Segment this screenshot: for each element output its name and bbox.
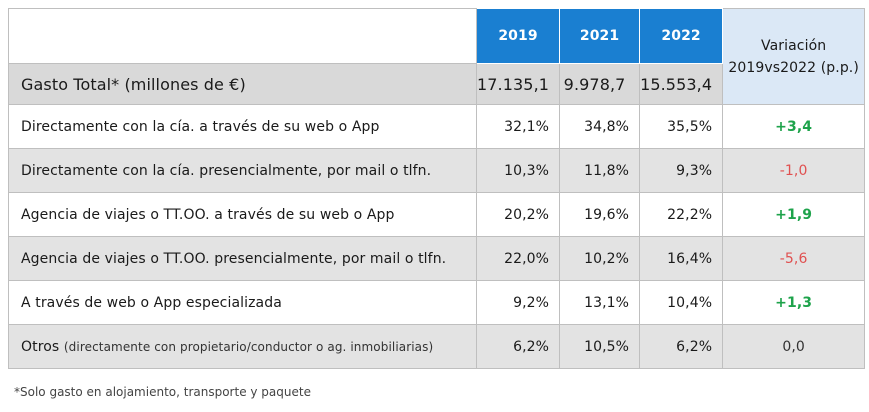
- row-variation: 0,0: [722, 324, 866, 369]
- row-value-2022: 9,3%: [639, 148, 724, 193]
- row-variation: +3,4: [722, 104, 866, 149]
- row-variation: +1,9: [722, 192, 866, 237]
- row-label: Agencia de viajes o TT.OO. a través de s…: [8, 192, 477, 237]
- row-value-2019: 32,1%: [475, 104, 561, 149]
- footnote: *Solo gasto en alojamiento, transporte y…: [14, 385, 311, 399]
- variation-header-line2: 2019vs2022 (p.p.): [728, 59, 859, 76]
- table-row: A través de web o App especializada 9,2%…: [8, 280, 866, 325]
- row-label: Directamente con la cía. a través de su …: [8, 104, 477, 149]
- table-row: Directamente con la cía. a través de su …: [8, 104, 866, 149]
- table-row: Agencia de viajes o TT.OO. presencialmen…: [8, 236, 866, 281]
- year-header-2022: 2022: [639, 8, 724, 64]
- spending-table: 2019 2021 2022 Variación 2019vs2022 (p.p…: [8, 8, 866, 369]
- row-value-2022: 6,2%: [639, 324, 724, 369]
- year-header-2021: 2021: [559, 8, 641, 64]
- row-variation: -1,0: [722, 148, 866, 193]
- year-header-2019: 2019: [475, 8, 561, 64]
- row-label: A través de web o App especializada: [8, 280, 477, 325]
- table-row: Agencia de viajes o TT.OO. a través de s…: [8, 192, 866, 237]
- header-row: 2019 2021 2022 Variación 2019vs2022 (p.p…: [8, 8, 866, 105]
- row-value-2019: 22,0%: [475, 236, 561, 281]
- header-blank-cell: [8, 8, 477, 64]
- row-value-2019: 10,3%: [475, 148, 561, 193]
- total-row: Gasto Total* (millones de €) 17.135,1 9.…: [8, 63, 865, 105]
- total-value-2019: 17.135,1: [475, 63, 561, 105]
- row-value-2019: 9,2%: [475, 280, 561, 325]
- variation-header-line1: Variación: [761, 37, 827, 54]
- row-label: Directamente con la cía. presencialmente…: [8, 148, 477, 193]
- row-variation: -5,6: [722, 236, 866, 281]
- row-label: Agencia de viajes o TT.OO. presencialmen…: [8, 236, 477, 281]
- total-value-2022: 15.553,4: [639, 63, 724, 105]
- row-value-2021: 19,6%: [559, 192, 641, 237]
- row-value-2019: 20,2%: [475, 192, 561, 237]
- total-value-2021: 9.978,7: [559, 63, 641, 105]
- table-row: Otros (directamente con propietario/cond…: [8, 324, 866, 369]
- row-value-2021: 10,2%: [559, 236, 641, 281]
- row-value-2022: 35,5%: [639, 104, 724, 149]
- row-label: Otros (directamente con propietario/cond…: [8, 324, 477, 369]
- total-label: Gasto Total* (millones de €): [8, 63, 477, 105]
- row-value-2021: 34,8%: [559, 104, 641, 149]
- row-value-2019: 6,2%: [475, 324, 561, 369]
- row-value-2022: 16,4%: [639, 236, 724, 281]
- row-value-2022: 22,2%: [639, 192, 724, 237]
- row-value-2021: 13,1%: [559, 280, 641, 325]
- row-value-2022: 10,4%: [639, 280, 724, 325]
- row-value-2021: 10,5%: [559, 324, 641, 369]
- row-value-2021: 11,8%: [559, 148, 641, 193]
- row-label-extra: (directamente con propietario/conductor …: [63, 339, 434, 354]
- row-variation: +1,3: [722, 280, 866, 325]
- table-row: Directamente con la cía. presencialmente…: [8, 148, 866, 193]
- row-label-main: Otros: [21, 338, 60, 355]
- variation-header: Variación 2019vs2022 (p.p.): [722, 8, 866, 105]
